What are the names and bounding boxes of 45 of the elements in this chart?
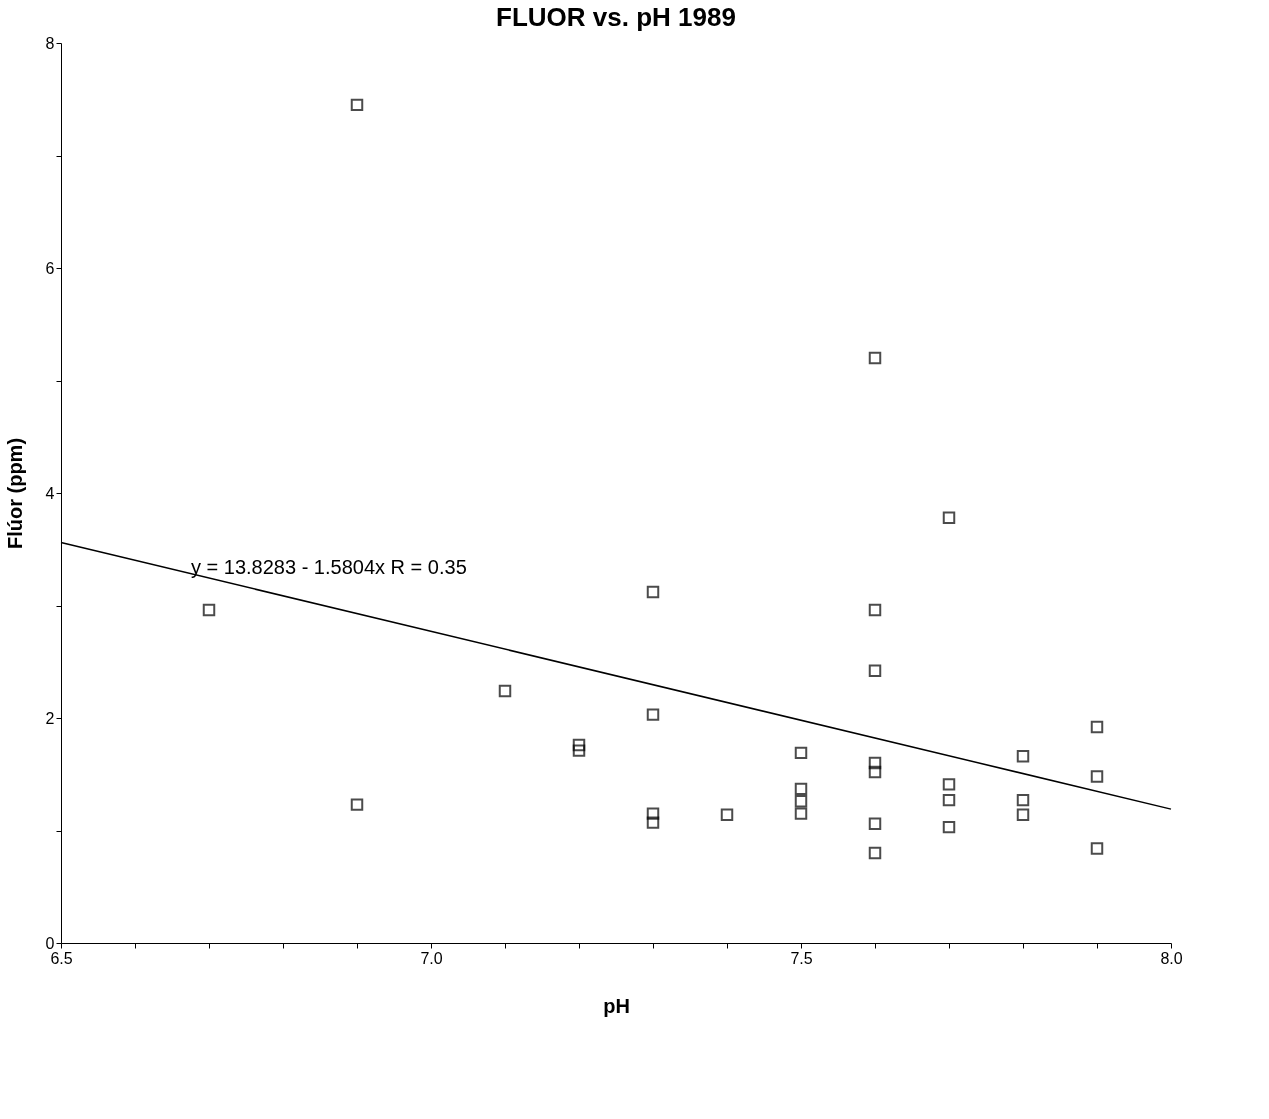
x-tick-label: 7.0 <box>420 949 443 967</box>
point <box>720 808 734 821</box>
point <box>868 756 882 770</box>
x-axis-title: pH <box>603 994 630 1017</box>
point <box>942 820 956 834</box>
x-tick-label: 8.0 <box>1160 949 1183 967</box>
point <box>646 807 660 820</box>
point <box>942 778 956 791</box>
point <box>1016 750 1030 763</box>
point <box>794 795 808 808</box>
y-axis-title: Flúor (ppm) <box>3 437 26 550</box>
y-tick-label: 2 <box>45 709 55 727</box>
point <box>868 846 882 860</box>
point <box>572 744 586 757</box>
point <box>868 664 882 677</box>
point <box>942 793 956 807</box>
point <box>794 746 808 760</box>
x-tick-label: 6.5 <box>50 949 73 967</box>
point <box>572 738 586 752</box>
y-tick-label: 4 <box>45 484 55 502</box>
point <box>868 351 882 365</box>
point <box>794 782 808 796</box>
point <box>350 798 364 811</box>
y-tick-label: 6 <box>45 259 55 277</box>
point <box>868 817 882 830</box>
point <box>202 603 216 617</box>
annotation: y = 13.8283 - 1.5804x R = 0.35 <box>191 556 467 578</box>
point <box>646 708 660 721</box>
point <box>646 816 660 829</box>
point <box>1090 842 1104 855</box>
point <box>350 98 364 112</box>
point <box>794 807 808 820</box>
point <box>498 684 512 698</box>
point <box>1016 808 1030 821</box>
y-tick-label: 0 <box>45 934 55 952</box>
point <box>942 511 956 524</box>
point <box>646 585 660 599</box>
chart-title: FLUOR vs. pH 1989 <box>496 2 736 32</box>
y-tick-label: 8 <box>45 34 55 52</box>
point <box>1090 720 1104 734</box>
point <box>868 603 882 617</box>
x-tick-label: 7.5 <box>790 949 813 967</box>
point <box>868 765 882 779</box>
point <box>1090 770 1104 783</box>
point <box>1016 793 1030 807</box>
